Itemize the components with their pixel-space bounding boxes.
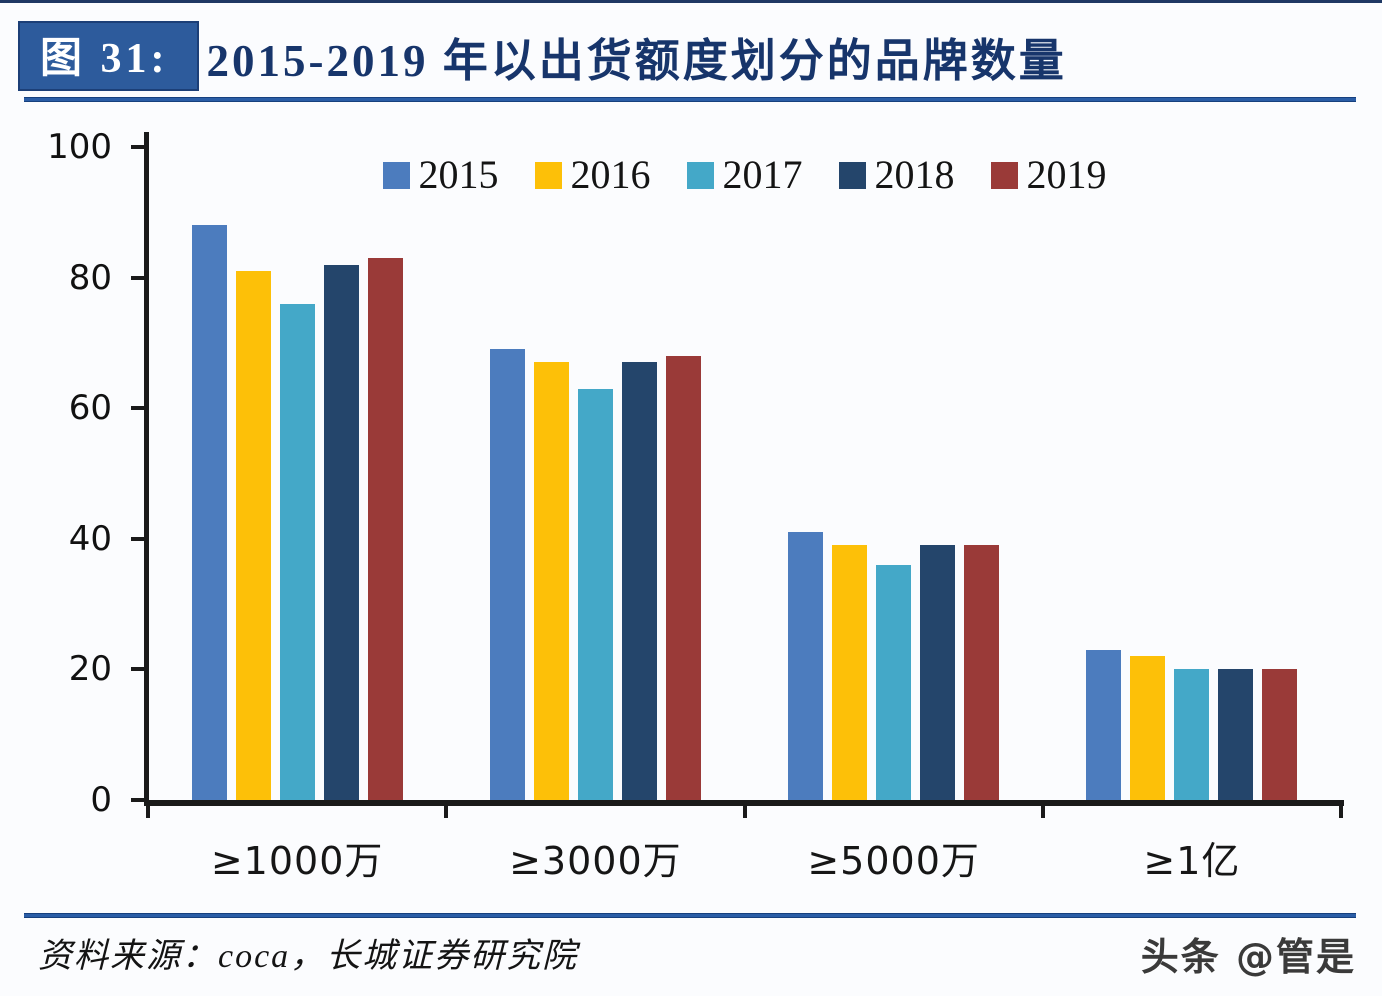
bar-2016-≥5000万: [832, 545, 868, 800]
y-tick-0: [131, 798, 146, 802]
figure-header: 图 31: 2015-2019 年以出货额度划分的品牌数量: [18, 20, 1067, 92]
y-tick-40: [131, 536, 146, 541]
figure-number-badge: 图 31:: [18, 21, 199, 91]
legend-swatch-2016: [534, 161, 562, 189]
x-tick-1: [444, 803, 449, 818]
bar-group-≥1亿: [1043, 147, 1341, 800]
legend-label-2019: 2019: [1026, 152, 1107, 197]
bar-2019-≥1亿: [1262, 669, 1298, 800]
x-tick-4: [1339, 803, 1343, 818]
legend-label-2018: 2018: [874, 152, 955, 197]
y-tick-label-40: 40: [68, 518, 112, 559]
bar-2017-≥3000万: [577, 389, 613, 800]
bar-2018-≥1000万: [323, 265, 359, 800]
legend-item-2019: 2019: [990, 152, 1107, 197]
plot-area: [148, 147, 1341, 800]
legend-swatch-2019: [990, 161, 1018, 189]
y-axis-line: [144, 132, 149, 805]
bar-2015-≥1000万: [191, 225, 227, 800]
x-tick-2: [742, 803, 747, 818]
y-tick-20: [131, 667, 146, 672]
x-label-≥5000万: ≥5000万: [807, 839, 980, 883]
bar-group-≥5000万: [745, 147, 1043, 800]
bar-2018-≥5000万: [920, 545, 956, 800]
legend-item-2015: 2015: [382, 152, 499, 197]
bar-2017-≥1000万: [279, 304, 315, 800]
bar-2016-≥1亿: [1130, 656, 1166, 800]
chart-legend: 2015 2016 2017 2018 2019: [148, 152, 1341, 198]
bar-2016-≥3000万: [533, 362, 569, 800]
x-label-≥1000万: ≥1000万: [210, 839, 384, 883]
x-label-≥1亿: ≥1亿: [1143, 839, 1241, 883]
legend-label-2016: 2016: [570, 152, 651, 197]
legend-swatch-2018: [838, 161, 866, 189]
legend-swatch-2015: [382, 161, 410, 189]
y-tick-80: [131, 275, 146, 280]
y-tick-label-0: 0: [90, 780, 112, 820]
x-tick-3: [1040, 803, 1045, 818]
y-tick-label-60: 60: [68, 388, 112, 429]
figure-footer: 资料来源：coca，长城证券研究院 头条 @管是: [0, 924, 1382, 984]
top-border-line: [0, 0, 1382, 3]
title-divider-line: [24, 97, 1356, 102]
watermark: 头条 @管是: [1140, 935, 1356, 979]
bar-2015-≥3000万: [489, 349, 525, 800]
bar-2017-≥1亿: [1174, 669, 1210, 800]
bar-2017-≥5000万: [876, 565, 912, 800]
y-tick-60: [131, 406, 146, 411]
bar-chart: 2015 2016 2017 2018 2019 0 20 40 60 80 100 ≥1000万…: [47, 127, 1344, 885]
legend-label-2015: 2015: [418, 152, 499, 197]
y-tick-100: [131, 145, 146, 149]
y-tick-label-80: 80: [68, 257, 112, 298]
bar-2019-≥1000万: [367, 258, 403, 800]
legend-item-2017: 2017: [686, 152, 803, 197]
bar-2018-≥1亿: [1218, 669, 1254, 800]
page-title: 2015-2019 年以出货额度划分的品牌数量: [206, 35, 1067, 86]
legend-swatch-2017: [686, 161, 714, 189]
x-label-≥3000万: ≥3000万: [509, 839, 682, 883]
x-axis-labels: ≥1000万 ≥3000万 ≥5000万 ≥1亿: [148, 830, 1341, 885]
legend-item-2016: 2016: [534, 152, 651, 197]
bar-2019-≥3000万: [665, 356, 701, 800]
bar-2015-≥5000万: [788, 532, 824, 800]
y-tick-label-20: 20: [68, 649, 112, 690]
legend-label-2017: 2017: [722, 152, 803, 197]
bar-2015-≥1亿: [1086, 650, 1122, 800]
bar-group-≥3000万: [446, 147, 744, 800]
bar-2016-≥1000万: [235, 271, 271, 800]
footer-divider-line: [24, 913, 1356, 918]
y-tick-label-100: 100: [47, 127, 112, 167]
source-note: 资料来源：coca，长城证券研究院: [38, 938, 579, 975]
x-tick-0: [146, 803, 150, 818]
bar-2018-≥3000万: [621, 362, 657, 800]
legend-item-2018: 2018: [838, 152, 955, 197]
bar-group-≥1000万: [148, 147, 446, 800]
bar-2019-≥5000万: [964, 545, 1000, 800]
